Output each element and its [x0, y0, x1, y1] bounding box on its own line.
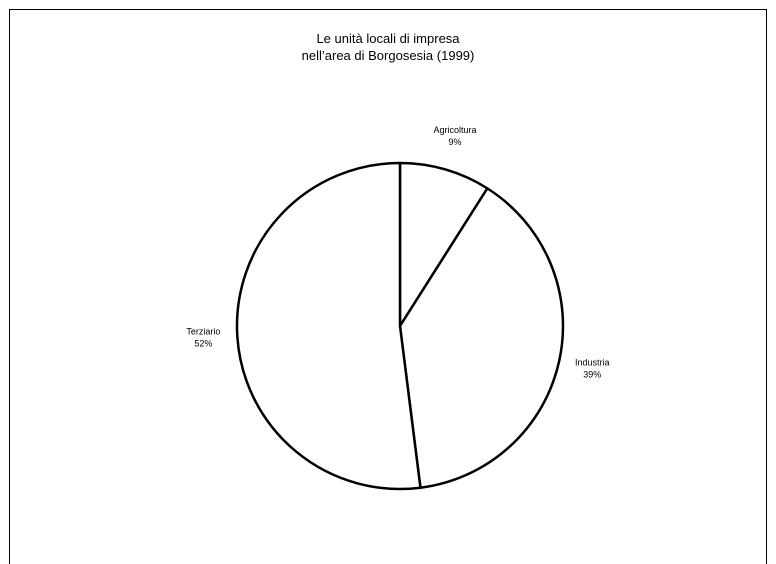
slice-value-label: 52%: [194, 339, 212, 349]
slice-value-label: 39%: [583, 369, 601, 379]
chart-title: Le unità locali di impresa nell’area di …: [301, 31, 475, 63]
pie-slice: [398, 161, 489, 328]
slice-value-label: 9%: [448, 137, 461, 147]
slice-label: Industria: [575, 357, 610, 367]
pie-slice: [235, 161, 422, 491]
pie-slice: [398, 187, 565, 489]
slice-label: Agricoltura: [433, 125, 476, 135]
slice-label: Terziario: [186, 327, 220, 337]
chart-frame: [9, 9, 767, 564]
